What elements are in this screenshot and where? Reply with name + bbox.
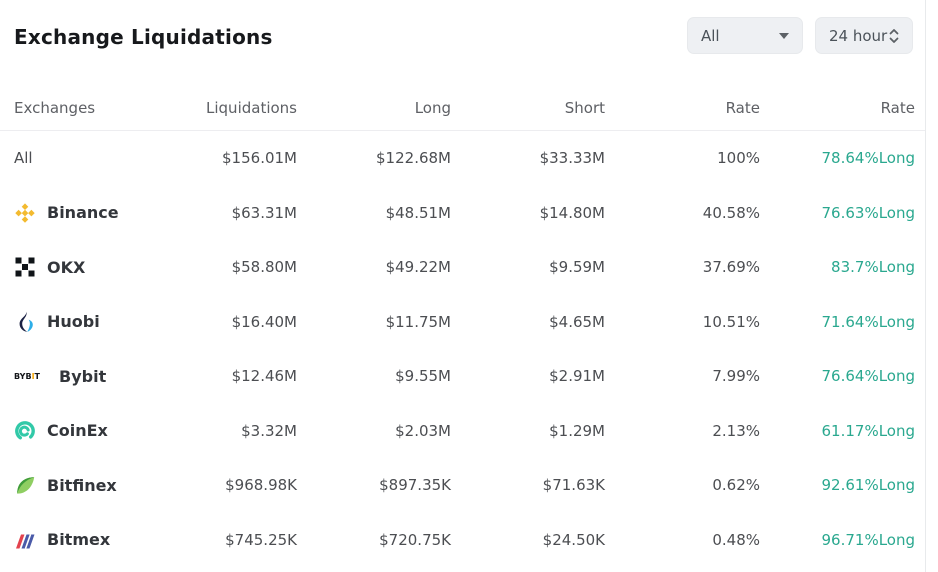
rate-value: 2.13% <box>712 421 760 440</box>
short-value: $14.80M <box>539 203 605 222</box>
rate-value: 100% <box>717 149 760 168</box>
exchange-filter-dropdown[interactable]: All <box>687 17 803 54</box>
long-rate-value: 92.61%Long <box>821 476 916 495</box>
liquidations-value: $16.40M <box>231 312 297 331</box>
time-filter-dropdown[interactable]: 24 hour <box>815 17 913 54</box>
exchange-name: Bitfinex <box>47 475 117 495</box>
long-value: $11.75M <box>385 312 451 331</box>
column-header-rate: Rate <box>725 99 760 117</box>
liquidations-value: $58.80M <box>231 258 297 277</box>
rate-value: 7.99% <box>712 367 760 386</box>
huobi-icon <box>14 311 36 333</box>
table-row-coinex[interactable]: CoinEx $3.32M $2.03M $1.29M 2.13% 61.17%… <box>0 404 925 459</box>
panel-header: Exchange Liquidations All 24 hour <box>0 0 925 63</box>
long-rate-value: 96.71%Long <box>821 530 916 549</box>
short-value: $33.33M <box>539 149 605 168</box>
rate-value: 40.58% <box>702 203 760 222</box>
time-filter-value: 24 hour <box>829 26 888 45</box>
exchange-name: Bitmex <box>47 530 111 550</box>
long-value: $9.55M <box>395 367 451 386</box>
long-rate-value: 83.7%Long <box>831 258 915 277</box>
long-value: $897.35K <box>379 476 451 495</box>
short-value: $24.50K <box>542 530 605 549</box>
table-row-all[interactable]: All $156.01M $122.68M $33.33M 100% 78.64… <box>0 131 925 186</box>
okx-icon <box>14 256 36 278</box>
liquidations-value: $63.31M <box>231 203 297 222</box>
rate-value: 0.62% <box>712 476 760 495</box>
rate-value: 37.69% <box>702 258 760 277</box>
short-value: $1.29M <box>549 421 605 440</box>
liquidations-value: $156.01M <box>222 149 297 168</box>
exchange-filter-value: All <box>701 26 720 45</box>
coinex-icon <box>14 420 36 442</box>
exchange-name: Bybit <box>59 366 107 386</box>
rate-value: 0.48% <box>712 530 760 549</box>
long-rate-value: 76.64%Long <box>821 367 916 386</box>
table-row-binance[interactable]: Binance $63.31M $48.51M $14.80M 40.58% 7… <box>0 186 925 241</box>
bybit-icon: BYB I T <box>14 371 41 381</box>
rate-value: 10.51% <box>702 312 760 331</box>
liquidations-value: $3.32M <box>241 421 297 440</box>
long-value: $49.22M <box>385 258 451 277</box>
table-row-bitmex[interactable]: Bitmex $745.25K $720.75K $24.50K 0.48% 9… <box>0 513 925 568</box>
long-value: $48.51M <box>385 203 451 222</box>
exchange-name: OKX <box>47 257 86 277</box>
long-rate-value: 76.63%Long <box>821 203 916 222</box>
short-value: $71.63K <box>542 476 605 495</box>
column-header-short: Short <box>564 99 605 117</box>
bitmex-icon <box>14 529 36 551</box>
up-down-chevrons-icon <box>889 28 899 44</box>
column-header-long: Long <box>414 99 451 117</box>
long-value: $720.75K <box>379 530 451 549</box>
filter-controls: All 24 hour <box>687 17 913 54</box>
table-header-row: Exchanges Liquidations Long Short Rate R… <box>0 86 925 131</box>
exchange-name: Huobi <box>47 312 100 332</box>
table-row-bybit[interactable]: BYB I T Bybit $12.46M $9.55M $2.91M 7.99% … <box>0 349 925 404</box>
binance-icon <box>14 202 36 224</box>
short-value: $9.59M <box>549 258 605 277</box>
long-rate-value: 61.17%Long <box>821 421 916 440</box>
column-header-exchanges: Exchanges <box>14 99 96 117</box>
table-row-huobi[interactable]: Huobi $16.40M $11.75M $4.65M 10.51% 71.6… <box>0 295 925 350</box>
long-rate-value: 78.64%Long <box>821 149 916 168</box>
column-header-liquidations: Liquidations <box>206 99 297 117</box>
row-label: All <box>14 149 33 168</box>
long-value: $122.68M <box>376 149 451 168</box>
page-title: Exchange Liquidations <box>14 25 273 49</box>
bitfinex-icon <box>14 474 36 496</box>
column-header-long-rate: Rate <box>880 99 915 117</box>
short-value: $4.65M <box>549 312 605 331</box>
liquidations-value: $968.98K <box>225 476 297 495</box>
liquidations-value: $745.25K <box>225 530 297 549</box>
short-value: $2.91M <box>549 367 605 386</box>
liquidations-value: $12.46M <box>231 367 297 386</box>
long-rate-value: 71.64%Long <box>821 312 916 331</box>
table-row-okx[interactable]: OKX $58.80M $49.22M $9.59M 37.69% 83.7%L… <box>0 240 925 295</box>
table-row-bitfinex[interactable]: Bitfinex $968.98K $897.35K $71.63K 0.62%… <box>0 458 925 513</box>
long-value: $2.03M <box>395 421 451 440</box>
chevron-down-icon <box>779 32 789 39</box>
exchange-name: CoinEx <box>47 421 108 441</box>
exchange-name: Binance <box>47 203 119 223</box>
